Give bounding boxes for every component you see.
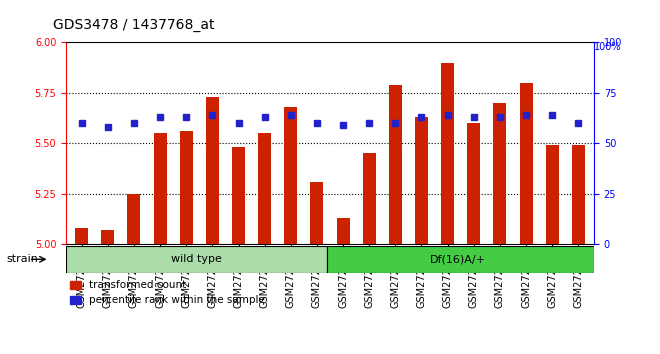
Text: wild type: wild type: [171, 254, 222, 264]
Bar: [75, 228, 88, 244]
Text: GDS3478 / 1437768_at: GDS3478 / 1437768_at: [53, 18, 214, 32]
Legend: transformed count, percentile rank within the sample: transformed count, percentile rank withi…: [66, 276, 269, 310]
Bar: [337, 218, 350, 244]
Bar: [519, 83, 533, 244]
Bar: [127, 194, 141, 244]
Bar: [180, 131, 193, 244]
Bar: [206, 97, 219, 244]
Bar: [389, 85, 402, 244]
Bar: [327, 246, 594, 273]
Bar: [572, 145, 585, 244]
Text: Df(16)A/+: Df(16)A/+: [430, 254, 486, 264]
Bar: [154, 133, 166, 244]
Bar: [467, 123, 480, 244]
Bar: [415, 117, 428, 244]
Bar: [363, 153, 376, 244]
Bar: [546, 145, 559, 244]
Bar: [66, 246, 327, 273]
Bar: [232, 147, 245, 244]
Bar: [310, 182, 323, 244]
Text: strain: strain: [7, 254, 38, 264]
Bar: [284, 107, 297, 244]
Bar: [258, 133, 271, 244]
Bar: [494, 103, 506, 244]
Bar: [441, 63, 454, 244]
Bar: [101, 230, 114, 244]
Text: 100%: 100%: [594, 42, 622, 52]
